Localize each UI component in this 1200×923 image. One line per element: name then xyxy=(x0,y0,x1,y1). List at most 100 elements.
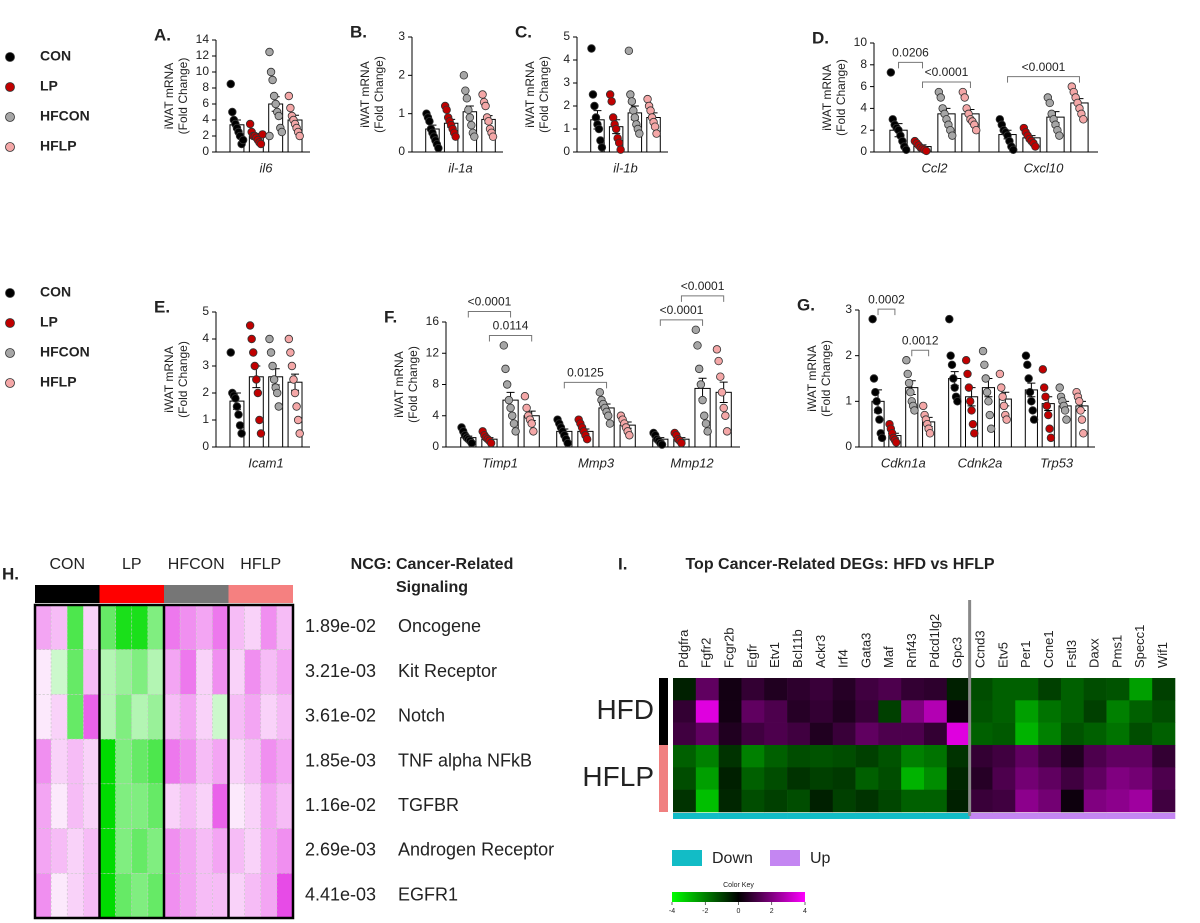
heatmap-border xyxy=(33,603,295,920)
gene-label: Maf xyxy=(881,646,896,668)
data-point xyxy=(694,364,704,374)
gene-label: Pms1 xyxy=(1109,635,1124,668)
heatmap-cell xyxy=(1015,789,1039,813)
data-point xyxy=(970,429,979,438)
column-group-bar xyxy=(924,813,948,819)
column-group-bar xyxy=(809,813,834,819)
legend-label: Down xyxy=(712,850,753,867)
data-point xyxy=(268,361,277,371)
heatmap-cell xyxy=(83,828,100,874)
data-point xyxy=(265,131,274,141)
heatmap-cell xyxy=(195,694,213,740)
column-group-bar xyxy=(1060,813,1085,819)
data-point xyxy=(716,372,725,381)
y-tick-label: 2 xyxy=(860,122,867,136)
data-point xyxy=(509,419,519,428)
heatmap-cell xyxy=(1060,767,1085,790)
heatmap-cell xyxy=(260,828,278,874)
heatmap-cell xyxy=(276,694,294,740)
heatmap-cell xyxy=(718,722,742,746)
data-point xyxy=(277,127,287,137)
panel-label: A. xyxy=(154,25,171,44)
heatmap-cell xyxy=(34,828,52,874)
data-point xyxy=(1024,374,1033,383)
heatmap-cell xyxy=(212,604,229,651)
data-point xyxy=(635,129,644,138)
heatmap-cell xyxy=(147,649,165,695)
data-point xyxy=(245,321,255,330)
data-point xyxy=(627,97,637,106)
legend-label: LP xyxy=(40,78,58,94)
data-point xyxy=(925,429,935,438)
heatmap-cell xyxy=(741,700,765,723)
heatmap-cell xyxy=(115,872,133,919)
heatmap-cell xyxy=(276,783,294,829)
heatmap-cell xyxy=(673,678,697,701)
heatmap-cell xyxy=(924,678,948,701)
p-value: 2.69e-03 xyxy=(305,840,376,860)
data-point xyxy=(608,113,618,122)
heatmap-cell xyxy=(147,604,165,651)
y-tick-label: 1 xyxy=(398,106,405,120)
data-point xyxy=(563,438,572,448)
heatmap-cell xyxy=(244,604,262,651)
heatmap-cell xyxy=(718,700,742,723)
y-axis-label: iWAT mRNA xyxy=(805,345,819,411)
data-point xyxy=(289,375,298,384)
heatmap-cell xyxy=(695,700,719,723)
y-axis-label: (Fold Change) xyxy=(372,56,386,133)
heatmap-cell xyxy=(1106,745,1130,768)
data-point xyxy=(582,434,592,444)
heatmap-cell xyxy=(212,872,229,919)
heatmap-cell xyxy=(195,649,213,695)
heatmap-cell xyxy=(764,789,788,813)
data-point xyxy=(481,101,490,111)
data-point xyxy=(961,356,971,365)
data-point xyxy=(508,411,517,420)
gene-label: Specc1 xyxy=(1132,625,1147,668)
data-point xyxy=(999,401,1009,411)
y-tick-label: 2 xyxy=(398,68,405,82)
column-group-bar xyxy=(946,813,970,819)
y-tick-label: 16 xyxy=(426,314,440,328)
data-point xyxy=(906,388,915,397)
data-point xyxy=(237,429,246,438)
data-point xyxy=(425,117,434,126)
data-point xyxy=(910,406,919,415)
data-point xyxy=(269,375,279,384)
legend-swatch xyxy=(672,850,702,866)
p-value: 3.21e-03 xyxy=(305,661,376,681)
data-point xyxy=(998,392,1007,401)
heatmap-cell xyxy=(878,700,902,723)
heatmap-cell xyxy=(131,649,149,695)
heatmap-cell xyxy=(718,789,742,813)
data-point xyxy=(269,91,279,101)
data-point xyxy=(875,415,884,424)
heatmap-cell xyxy=(147,694,165,740)
heatmap-cell xyxy=(969,700,993,723)
heatmap-cell xyxy=(741,789,765,813)
heatmap-cell xyxy=(809,700,834,723)
data-point xyxy=(980,360,989,369)
p-value: 1.85e-03 xyxy=(305,750,376,770)
heatmap-cell xyxy=(99,828,116,874)
data-point xyxy=(605,90,615,99)
data-point xyxy=(451,132,460,141)
heatmap-cell xyxy=(163,649,181,695)
heatmap-cell xyxy=(163,738,181,785)
heatmap-cell xyxy=(1152,700,1176,723)
y-tick-label: 0 xyxy=(845,439,852,453)
heatmap-cell xyxy=(764,722,788,746)
heatmap-cell xyxy=(855,722,879,746)
heatmap-cell xyxy=(1129,789,1153,813)
heatmap-cell xyxy=(741,678,765,701)
heatmap-cell xyxy=(66,694,84,740)
comparison-label: 0.0206 xyxy=(892,46,929,60)
column-group-bar xyxy=(1106,813,1130,819)
heatmap-cell xyxy=(99,783,116,829)
data-point xyxy=(595,388,605,397)
y-axis-label: (Fold Change) xyxy=(176,341,190,418)
comparison-label: 0.0114 xyxy=(493,319,529,333)
heatmap-cell xyxy=(1083,722,1107,746)
color-key-bar xyxy=(672,892,805,902)
